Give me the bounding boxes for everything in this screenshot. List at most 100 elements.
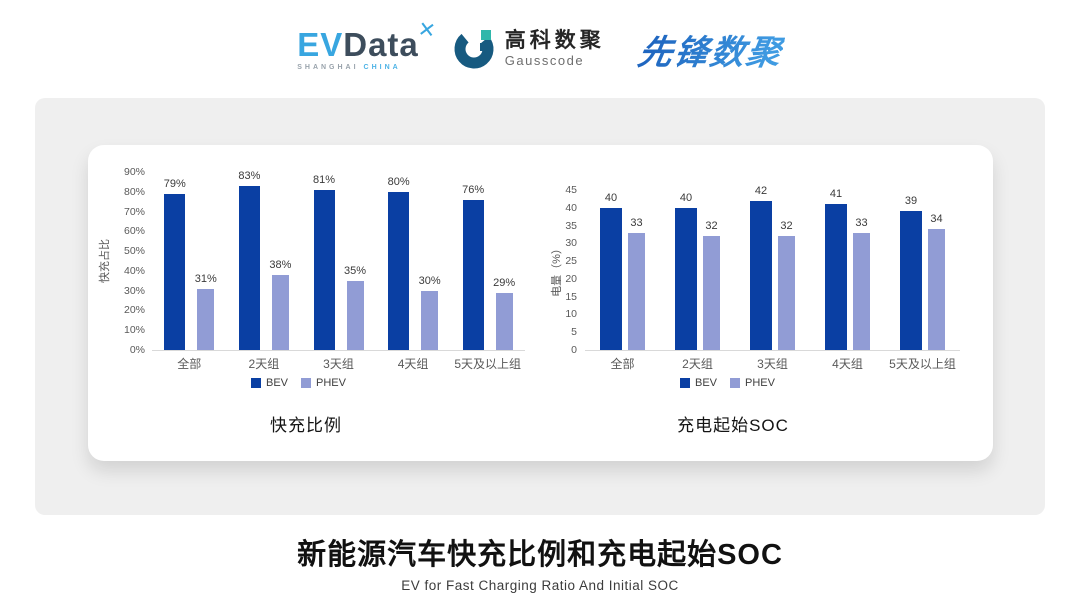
footer: 新能源汽车快充比例和充电起始SOC EV for Fast Charging R… (0, 531, 1080, 593)
bar-bev (238, 185, 260, 350)
bar-value-label: 81% (312, 173, 336, 186)
page-title: 新能源汽车快充比例和充电起始SOC (297, 539, 783, 571)
legend-label: PHEV (316, 377, 346, 389)
x-category-label: 全部 (610, 357, 635, 371)
bar-bev (388, 191, 410, 350)
bar-phev (703, 236, 720, 350)
bar-value-label: 40 (679, 191, 693, 204)
bar-value-label: 42 (754, 184, 768, 197)
bar-value-label: 79% (163, 177, 186, 190)
evdata-china-text: CHINA (363, 63, 401, 71)
y-tick-label: 40% (123, 264, 145, 277)
gausscode-en-text: Gausscode (504, 53, 585, 69)
gausscode-logo: 高科数聚 Gausscode (453, 28, 605, 70)
x-category-label: 5天及以上组 (454, 357, 522, 371)
y-tick-label: 20 (565, 272, 577, 285)
bar-value-label: 34 (930, 213, 943, 226)
evdata-shanghai-text: SHANGHAI (297, 63, 359, 71)
chart-fast-charging-ratio: 快充占比 快充比例 0% 10% 20% 30% 40% 50% 60% 70% 80% 90% 7… (88, 145, 538, 461)
bar-bev (462, 199, 484, 350)
gausscode-g-icon (454, 29, 494, 69)
bar-value-label: 35% (343, 264, 367, 277)
bar-phev (346, 280, 364, 350)
bar-bev (164, 193, 186, 350)
bar-bev (313, 189, 335, 350)
x-category-label: 4天组 (832, 357, 863, 371)
y-tick-label: 10% (123, 324, 145, 337)
bar-value-label: 33 (630, 216, 643, 229)
y-tick-label: 30 (565, 237, 577, 250)
x-category-label: 4天组 (397, 357, 429, 371)
bar-value-label: 80% (387, 175, 410, 188)
bar-phev (495, 292, 513, 350)
legend-label: BEV (695, 377, 718, 389)
bar-bev (900, 211, 922, 350)
bar-value-label: 31% (194, 272, 217, 285)
x-category-label: 3天组 (323, 357, 354, 371)
x-axis-line (152, 350, 525, 351)
y-tick-label: 45 (565, 184, 577, 196)
legend: BEV PHEV (251, 377, 346, 389)
legend-label: PHEV (745, 377, 775, 389)
bar-phev (271, 274, 289, 350)
evdata-logo-text: EVData ✕ (297, 17, 438, 63)
x-category-label: 2天组 (248, 357, 280, 371)
bar-value-label: 39 (904, 195, 918, 208)
bar-bev (825, 204, 847, 350)
legend-item: BEV (251, 377, 288, 389)
page-subtitle: EV for Fast Charging Ratio And Initial S… (401, 578, 679, 593)
bar-bev (600, 207, 622, 350)
legend-item: PHEV (730, 377, 775, 389)
chart-title: 充电起始SOC (677, 416, 789, 435)
bar-value-label: 29% (493, 276, 516, 289)
evdata-logo: EVData ✕ SHANGHAI CHINA (297, 17, 438, 71)
chart-title: 快充比例 (270, 416, 342, 435)
x-axis-line (585, 350, 960, 351)
legend-swatch-phev (301, 378, 312, 388)
bar-value-label: 30% (418, 274, 441, 287)
header-logos: EVData ✕ SHANGHAI CHINA 高科数聚 Gausscode 先… (0, 16, 1080, 82)
evdata-subtitle: SHANGHAI CHINA (297, 64, 400, 71)
bar-value-label: 38% (269, 258, 292, 271)
y-tick-label: 0% (129, 344, 145, 356)
evdata-data-text: Data (343, 25, 419, 63)
bar-value-label: 76% (462, 183, 485, 196)
gausscode-cn-text: 高科数聚 (504, 29, 605, 53)
y-tick-label: 30% (123, 284, 145, 297)
bar-bev (675, 207, 697, 350)
legend-swatch-bev (251, 378, 261, 388)
x-category-label: 5天及以上组 (889, 357, 956, 371)
bar-phev (853, 232, 870, 350)
pioneer-logo-text: 先锋数聚 (634, 25, 787, 74)
y-tick-label: 15 (565, 290, 577, 303)
y-tick-label: 10 (565, 308, 577, 321)
bar-value-label: 40 (604, 191, 618, 204)
legend-label: BEV (266, 377, 289, 389)
x-category-label: 3天组 (757, 357, 788, 371)
bar-value-label: 41 (829, 188, 843, 201)
bar-value-label: 33 (855, 216, 868, 229)
sparkle-icon: ✕ (416, 17, 439, 43)
chart-initial-soc: 电量（%） 充电起始SOC 0 5 10 15 20 25 30 35 40 45 40 33 全部 40… (538, 145, 993, 461)
x-category-label: 全部 (177, 357, 202, 371)
bar-phev (928, 229, 945, 350)
legend-swatch-phev (730, 378, 741, 388)
bar-phev (197, 288, 215, 350)
y-tick-label: 35 (565, 219, 577, 232)
gausscode-logo-text: 高科数聚 Gausscode (505, 30, 605, 68)
evdata-ev-text: EV (297, 25, 344, 63)
legend: BEV PHEV (680, 377, 775, 389)
x-category-label: 2天组 (682, 357, 713, 371)
y-tick-label: 90% (123, 166, 145, 178)
bar-phev (778, 236, 795, 350)
y-tick-label: 70% (123, 205, 145, 218)
bar-phev (421, 290, 439, 350)
y-tick-label: 5 (571, 326, 577, 339)
legend-item: PHEV (301, 377, 346, 389)
y-tick-label: 60% (123, 225, 145, 238)
y-tick-label: 20% (123, 304, 145, 317)
y-tick-label: 0 (571, 344, 577, 356)
chart-card: 快充占比 快充比例 0% 10% 20% 30% 40% 50% 60% 70% 80% 90% 7… (88, 145, 993, 461)
y-tick-label: 80% (123, 185, 145, 198)
bar-value-label: 32 (705, 220, 718, 233)
